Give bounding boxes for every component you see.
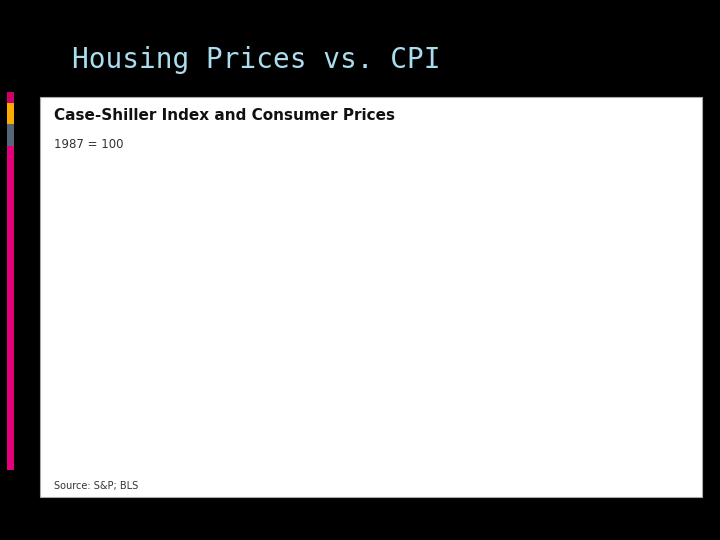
Text: Case-Shiller Index and Consumer Prices: Case-Shiller Index and Consumer Prices — [54, 108, 395, 123]
Text: CPI: CPI — [574, 313, 592, 326]
Text: 1987 = 100: 1987 = 100 — [54, 138, 124, 151]
Text: Housing Prices vs. CPI: Housing Prices vs. CPI — [72, 46, 441, 74]
Text: Source: S&P; BLS: Source: S&P; BLS — [54, 481, 138, 491]
Text: National Case-Shiller Index: National Case-Shiller Index — [489, 290, 640, 300]
